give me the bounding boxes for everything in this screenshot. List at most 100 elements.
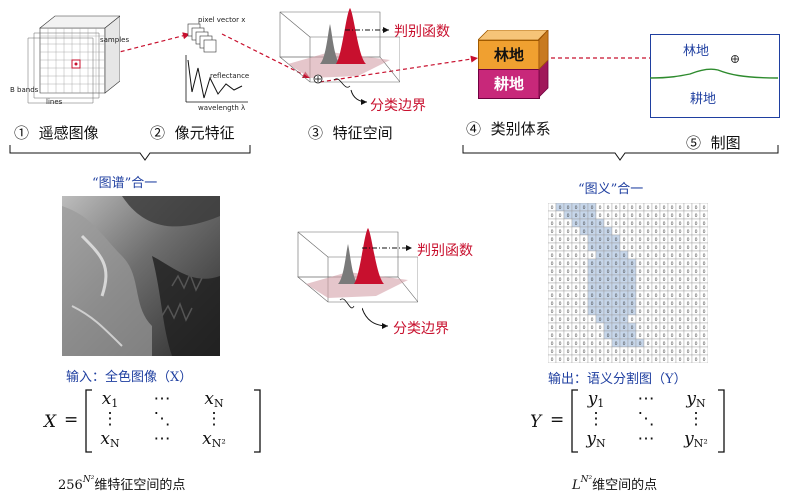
grid-cell-value: 0 [623,205,626,211]
grid-cell-value: 0 [671,261,674,267]
grid-cell-value: 0 [687,301,690,307]
grid-cell-value: 0 [687,205,690,211]
grid-cell-value: 0 [631,317,634,323]
grid-cell-value: 0 [623,309,626,315]
grid-cell-value: 0 [591,237,594,243]
grid-cell-value: 0 [687,221,690,227]
grid-cell-value: 0 [583,237,586,243]
grid-cell-value: 0 [663,293,666,299]
grid-cell-value: 0 [599,205,602,211]
grid-cell-value: 0 [615,357,618,363]
grid-cell-value: 0 [671,317,674,323]
grid-cell-value: 0 [631,269,634,275]
grid-cell-value: 0 [599,357,602,363]
grid-cell-value: 0 [607,213,610,219]
grid-cell-value: 0 [671,349,674,355]
grid-cell-value: 0 [631,333,634,339]
grid-cell-value: 0 [663,229,666,235]
grid-cell-value: 0 [615,221,618,227]
grid-cell-value: 0 [631,349,634,355]
grid-cell-value: 0 [703,309,706,315]
grid-cell-value: 0 [647,213,650,219]
grid-cell-value: 0 [567,333,570,339]
grid-cell-value: 0 [639,309,642,315]
grid-cell-value: 0 [567,221,570,227]
grid-cell-value: 0 [631,277,634,283]
output-note: LN²维空间的点 [572,474,657,493]
grid-cell-value: 0 [599,245,602,251]
grid-cell-value: 0 [559,277,562,283]
grid-cell-value: 0 [703,277,706,283]
grid-cell-value: 0 [679,341,682,347]
grid-cell-value: 0 [639,253,642,259]
grid-cell-value: 0 [679,357,682,363]
grid-cell-value: 0 [559,237,562,243]
pixel-reflectance-label: reflectance [210,72,250,80]
grid-cell-value: 0 [583,285,586,291]
grid-cell-value: 0 [663,317,666,323]
output-matrix-cell-subscript: N [595,437,606,450]
input-note-suffix: 维特征空间的点 [94,478,186,493]
grid-cell-value: 0 [551,349,554,355]
grid-cell-value: 0 [639,341,642,347]
grid-cell-value: 0 [679,349,682,355]
output-matrix-cell-symbol: y [587,389,598,409]
grid-cell-value: 0 [607,237,610,243]
grid-cell-value: 0 [591,285,594,291]
grid-cell-value: 0 [695,349,698,355]
grid-cell-value: 0 [663,309,666,315]
output-caption: 输出：语义分割图（Y） [548,372,687,387]
grid-cell-value: 0 [687,269,690,275]
grid-cell-value: 0 [551,237,554,243]
grid-cell-value: 0 [703,341,706,347]
grid-cell-value: 0 [655,349,658,355]
grid-cell-value: 0 [687,261,690,267]
step-1-label: 遥感图像 [38,124,99,142]
grid-cell-value: 0 [703,237,706,243]
output-note-prefix: L [572,478,581,493]
output-matrix-cell-subscript: N² [693,437,708,450]
grid-cell-value: 0 [655,229,658,235]
step-4-number: ④ [466,120,482,138]
grid-cell-value: 0 [551,229,554,235]
grid-cell-value: 0 [607,293,610,299]
grid-cell-value: 0 [671,301,674,307]
grid-cell-value: 0 [575,261,578,267]
input-matrix-equals: = [64,410,79,430]
grid-cell-value: 0 [695,333,698,339]
grid-cell-value: 0 [663,333,666,339]
grid-cell-value: 0 [559,253,562,259]
output-matrix-cell-subscript: 1 [597,397,605,410]
grid-cell-value: 0 [647,229,650,235]
grid-cell-value: 0 [599,341,602,347]
grid-cell-value: 0 [655,293,658,299]
grid-cell-value: 0 [591,309,594,315]
grid-cell-value: 0 [599,285,602,291]
grid-cell-value: 0 [615,341,618,347]
grid-cell-value: 0 [647,237,650,243]
grid-cell-value: 0 [623,229,626,235]
grid-cell-value: 0 [655,325,658,331]
grid-cell-value: 0 [671,333,674,339]
grid-cell-value: 0 [567,349,570,355]
grid-cell-value: 0 [703,333,706,339]
grid-cell-value: 0 [559,221,562,227]
grid-cell-value: 0 [631,229,634,235]
output-matrix-cell: ⋮ [576,409,616,429]
grid-cell [699,354,708,363]
grid-cell-value: 0 [631,221,634,227]
grid-cell-value: 0 [575,349,578,355]
grid-cell-value: 0 [591,317,594,323]
grid-cell-value: 0 [599,317,602,323]
grid-cell-value: 0 [607,285,610,291]
grid-cell-value: 0 [559,357,562,363]
grid-cell-value: 0 [615,261,618,267]
grid-cell-value: 0 [639,325,642,331]
grid-cell-value: 0 [599,293,602,299]
grid-cell-value: 0 [655,333,658,339]
step-3-number: ③ [308,124,324,142]
input-matrix-cell-symbol: x [100,429,110,449]
feature-space-plot-top [279,8,400,88]
boundary-label-top: 分类边界 [370,98,426,114]
grid-cell-value: 0 [567,293,570,299]
